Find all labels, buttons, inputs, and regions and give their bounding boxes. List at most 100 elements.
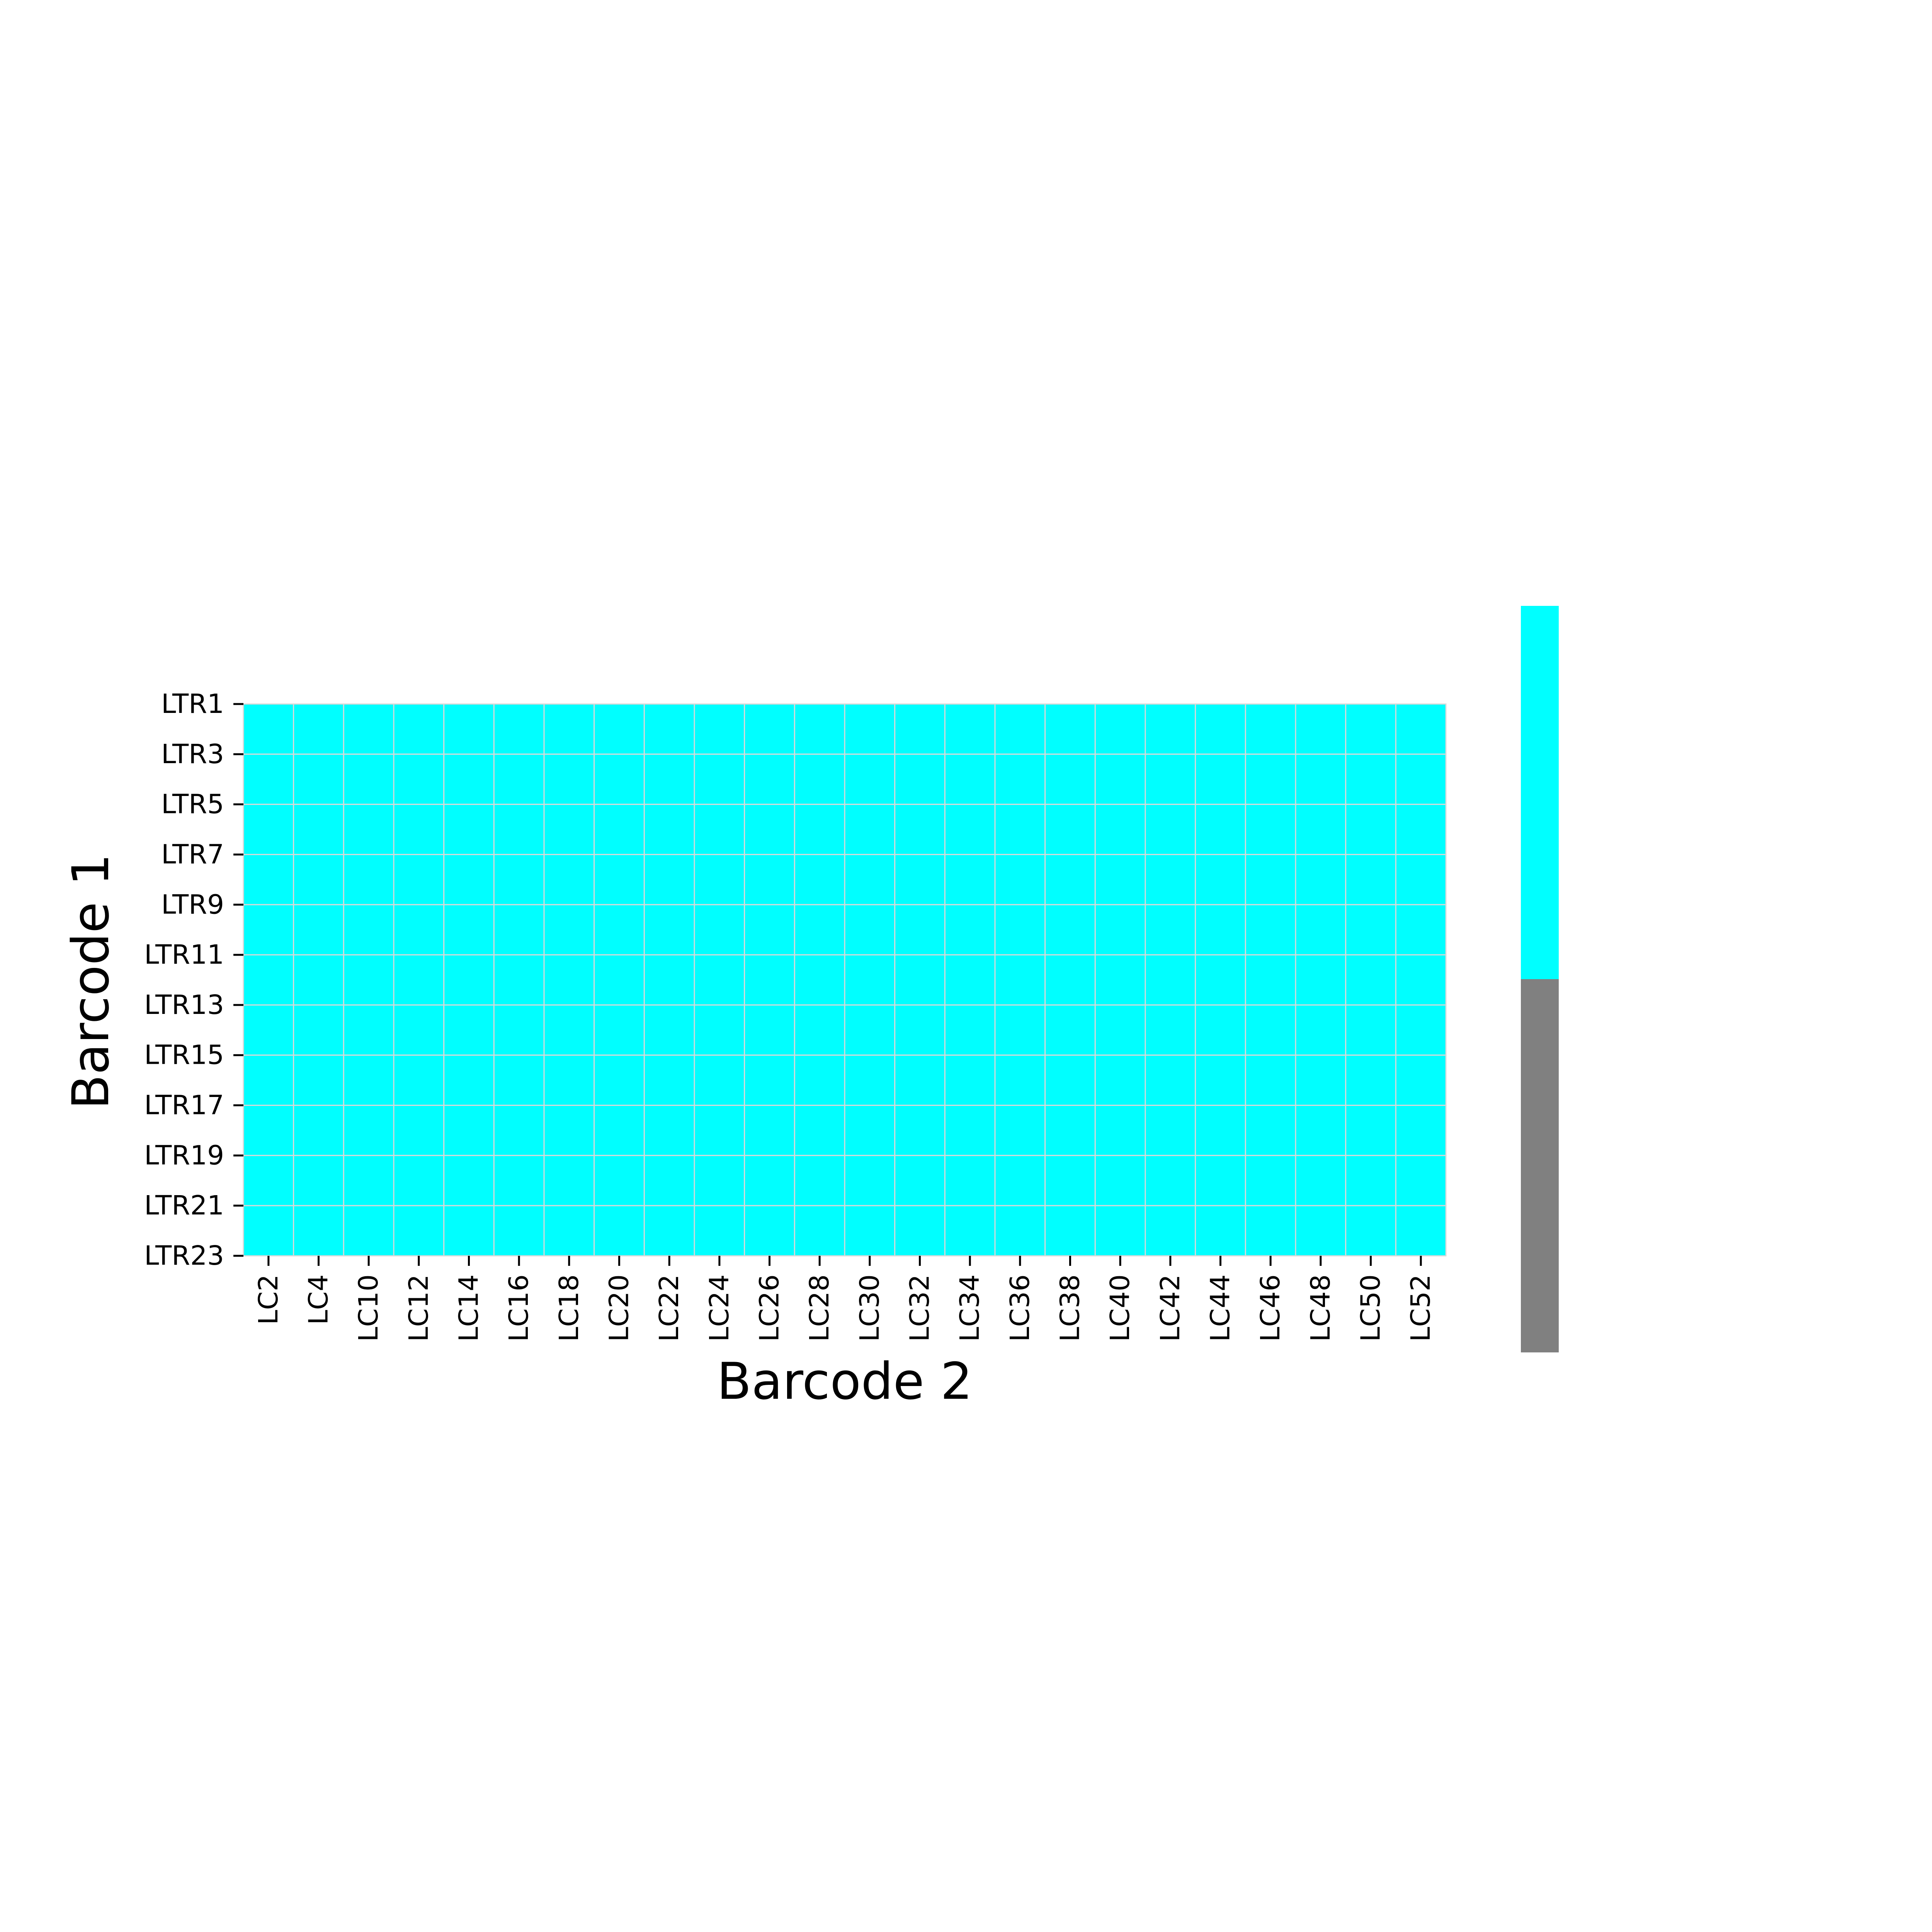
x-tick-label: LC42 <box>1155 1274 1186 1342</box>
heatmap-cell <box>844 954 896 1006</box>
x-tick-label: LC48 <box>1305 1274 1336 1342</box>
heatmap-cell <box>543 1205 595 1257</box>
heatmap-cell <box>744 1205 795 1257</box>
heatmap-cell <box>844 854 896 905</box>
heatmap-cell <box>694 1105 745 1156</box>
heatmap-cell <box>293 1205 344 1257</box>
heatmap-cell <box>744 1004 795 1056</box>
heatmap-cell <box>744 1054 795 1106</box>
heatmap-cell <box>694 1205 745 1257</box>
heatmap-cell <box>1094 1004 1146 1056</box>
heatmap-cell <box>744 1155 795 1206</box>
x-tick-label: LC32 <box>905 1274 935 1342</box>
x-tick-label: LC20 <box>604 1274 635 1342</box>
heatmap-cell <box>643 1155 695 1206</box>
y-tick-label: LTR5 <box>161 789 224 820</box>
heatmap-cell <box>643 753 695 805</box>
heatmap-cell <box>443 1205 495 1257</box>
heatmap-cell <box>1094 854 1146 905</box>
heatmap-cell <box>243 854 294 905</box>
heatmap-cell <box>794 854 845 905</box>
heatmap-cell <box>594 703 645 755</box>
heatmap-cell <box>1094 1054 1146 1106</box>
heatmap-cell <box>894 804 946 855</box>
heatmap-cell <box>1044 954 1096 1006</box>
heatmap-cell <box>343 703 395 755</box>
heatmap-cell <box>744 753 795 805</box>
heatmap-cell <box>594 854 645 905</box>
heatmap-cell <box>944 703 996 755</box>
heatmap-cell <box>1145 1205 1196 1257</box>
heatmap-cell <box>894 904 946 956</box>
heatmap-cell <box>293 854 344 905</box>
heatmap-cell <box>493 703 545 755</box>
heatmap-cell <box>1195 753 1246 805</box>
heatmap-cell <box>1395 1205 1447 1257</box>
heatmap-cell <box>844 703 896 755</box>
heatmap-cell <box>1245 1205 1296 1257</box>
heatmap-cell <box>243 1155 294 1206</box>
heatmap-cell <box>643 1205 695 1257</box>
heatmap-cell <box>944 804 996 855</box>
heatmap-cell <box>1395 904 1447 956</box>
heatmap-cell <box>343 854 395 905</box>
heatmap-cell <box>1195 1004 1246 1056</box>
heatmap-cell <box>694 753 745 805</box>
heatmap-cell <box>1295 954 1347 1006</box>
heatmap-cell <box>1094 703 1146 755</box>
heatmap-cell <box>1345 804 1396 855</box>
heatmap-cell <box>894 1205 946 1257</box>
heatmap-cell <box>894 1105 946 1156</box>
heatmap-cell <box>594 1004 645 1056</box>
heatmap-cell <box>894 1155 946 1206</box>
heatmap-cell <box>1044 804 1096 855</box>
heatmap-cell <box>694 1155 745 1206</box>
heatmap-cell <box>944 904 996 956</box>
heatmap-cell <box>293 804 344 855</box>
heatmap-cell <box>293 703 344 755</box>
heatmap-cell <box>543 804 595 855</box>
heatmap-cell <box>343 1004 395 1056</box>
heatmap-cell <box>1044 1205 1096 1257</box>
heatmap-cell <box>894 954 946 1006</box>
heatmap-cell <box>1044 1054 1096 1106</box>
heatmap-cell <box>744 954 795 1006</box>
heatmap-cells <box>243 703 1447 1257</box>
heatmap-cell <box>543 1054 595 1106</box>
heatmap-cell <box>694 1054 745 1106</box>
heatmap-cell <box>1295 854 1347 905</box>
heatmap-cell <box>393 904 445 956</box>
heatmap-cell <box>1195 954 1246 1006</box>
x-tick-label: LC52 <box>1405 1274 1436 1342</box>
heatmap-cell <box>1195 703 1246 755</box>
heatmap-cell <box>343 1105 395 1156</box>
heatmap-cell <box>744 854 795 905</box>
heatmap-cell <box>1094 1105 1146 1156</box>
heatmap-cell <box>994 753 1046 805</box>
heatmap-cell <box>1345 753 1396 805</box>
heatmap-cell <box>493 753 545 805</box>
y-axis-ticks: LTR1 LTR3 LTR5 LTR7 LTR9 LTR11 LTR13 LTR15 LTR17… <box>144 689 243 1271</box>
x-tick-label: LC18 <box>554 1274 585 1342</box>
heatmap-cell <box>1094 1155 1146 1206</box>
heatmap-cell <box>493 954 545 1006</box>
heatmap-cell <box>794 904 845 956</box>
y-tick-label: LTR3 <box>161 739 224 770</box>
heatmap-cell <box>643 1105 695 1156</box>
heatmap-cell <box>1245 904 1296 956</box>
heatmap-cell <box>1345 703 1396 755</box>
heatmap-cell <box>694 703 745 755</box>
y-tick-label: LTR15 <box>144 1040 224 1071</box>
heatmap-cell <box>293 904 344 956</box>
heatmap-cell <box>493 854 545 905</box>
heatmap-cell <box>1094 954 1146 1006</box>
heatmap-cell <box>493 1054 545 1106</box>
heatmap-cell <box>393 1155 445 1206</box>
heatmap-cell <box>443 753 495 805</box>
heatmap-cell <box>393 1205 445 1257</box>
colorbar-segment <box>1521 979 1559 1352</box>
heatmap-cell <box>694 854 745 905</box>
y-axis-title: Barcode 1 <box>61 854 120 1109</box>
heatmap-cell <box>543 1004 595 1056</box>
heatmap-cell <box>994 1004 1046 1056</box>
